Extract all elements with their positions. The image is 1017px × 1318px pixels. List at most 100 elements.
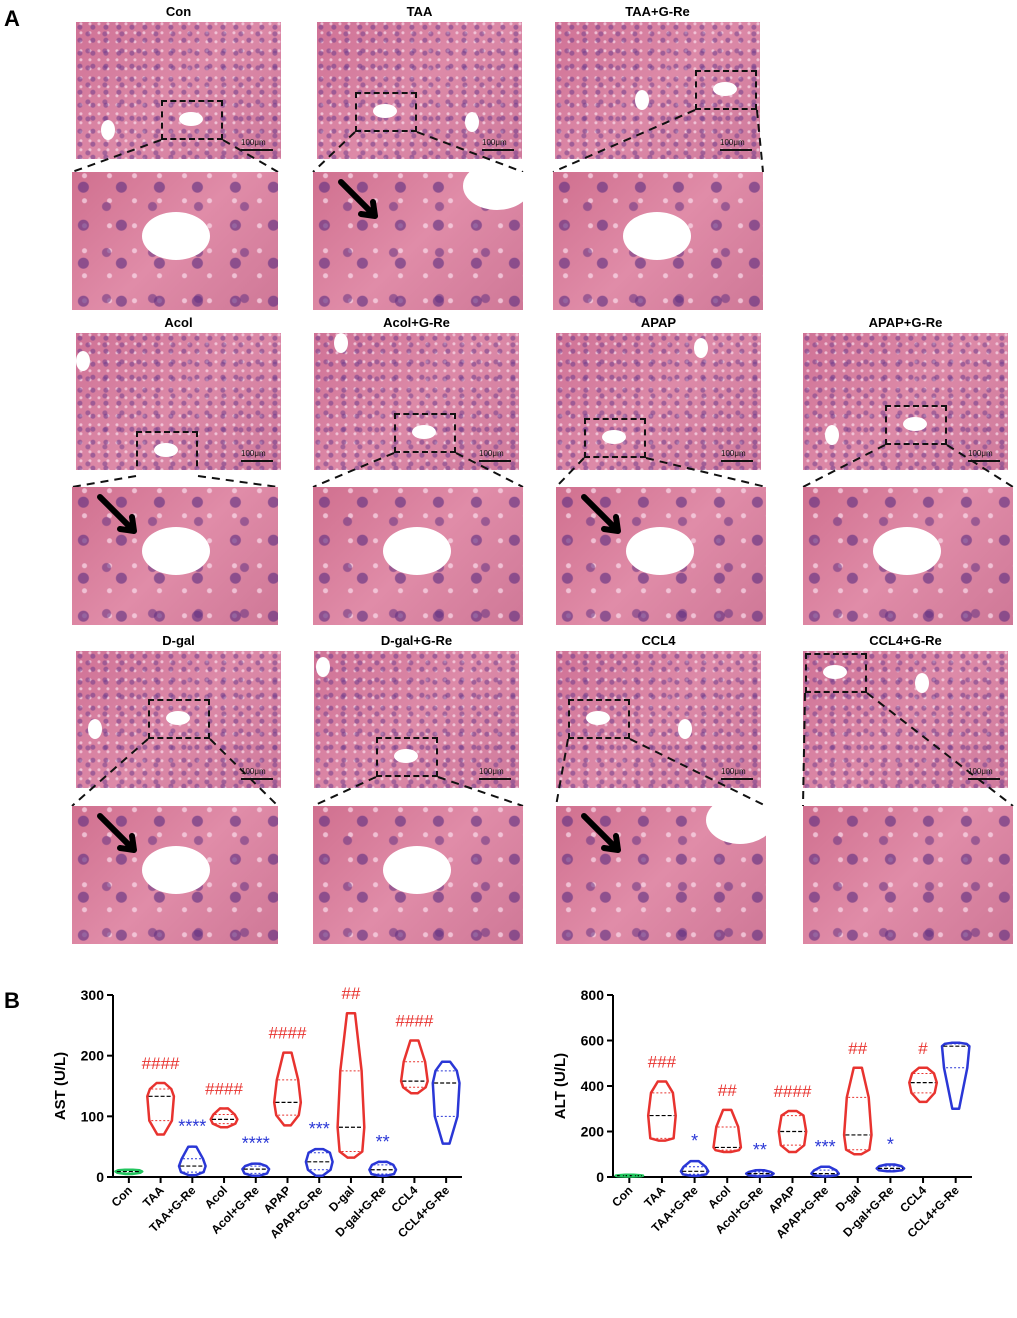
micrograph-title: CCL4 — [641, 633, 676, 648]
scale-bar-label: 100μm — [241, 138, 266, 147]
central-vein-zoomed — [706, 806, 766, 844]
micrograph-title: CCL4+G-Re — [869, 633, 942, 648]
significance-marker: **** — [178, 1117, 206, 1137]
arrow-icon — [338, 179, 378, 219]
violin-shape — [431, 1060, 461, 1145]
vessel — [678, 719, 692, 739]
y-tick-label: 0 — [96, 1169, 104, 1185]
micrograph-high-mag — [556, 806, 766, 944]
violin-shape — [744, 1168, 775, 1178]
x-tick-label: Acol — [705, 1183, 733, 1211]
significance-marker: ## — [718, 1081, 737, 1100]
micrograph-high-mag — [556, 487, 766, 625]
scale-bar — [968, 460, 1000, 462]
micrograph-high-mag — [553, 172, 763, 310]
violin-shape — [336, 1011, 366, 1159]
vessel — [334, 333, 348, 353]
violin-shape — [679, 1159, 710, 1178]
micrograph-title: APAP — [640, 315, 677, 330]
vessel — [694, 338, 708, 358]
zoom-region-box — [355, 92, 417, 132]
micrograph-low-mag: 100μm — [76, 333, 281, 470]
micrograph-low-mag: 100μm — [556, 333, 761, 470]
vessel — [465, 112, 479, 132]
scale-bar — [968, 778, 1000, 780]
significance-marker: ## — [341, 985, 360, 1003]
violin-shape — [177, 1145, 207, 1177]
zoom-region-box — [376, 737, 438, 777]
significance-marker: #### — [774, 1082, 812, 1101]
violin-shape — [908, 1066, 939, 1104]
central-vein-zoomed — [626, 527, 694, 575]
micrograph-low-mag: 100μm — [314, 651, 519, 788]
central-vein — [713, 82, 737, 96]
micrograph-title: TAA — [406, 4, 433, 19]
significance-marker: * — [691, 1131, 698, 1151]
significance-marker: #### — [395, 1012, 433, 1031]
scale-bar — [241, 460, 273, 462]
y-tick-label: 200 — [581, 1124, 605, 1140]
panel-b-label: B — [4, 988, 20, 1013]
micrograph-low-mag: 100μm — [314, 333, 519, 470]
micrograph-title: APAP+G-Re — [868, 315, 943, 330]
scale-bar-label: 100μm — [479, 767, 504, 776]
significance-marker: #### — [142, 1054, 180, 1073]
zoom-region-box — [148, 699, 210, 739]
central-vein — [412, 425, 436, 439]
micrograph-low-mag: 100μm — [76, 22, 281, 159]
x-tick-label: Con — [109, 1183, 135, 1209]
y-tick-label: 0 — [596, 1169, 604, 1185]
scale-bar — [479, 460, 511, 462]
central-vein — [586, 711, 610, 725]
violin-shape — [399, 1039, 429, 1095]
significance-marker: #### — [269, 1024, 307, 1043]
y-tick-label: 300 — [81, 987, 105, 1003]
violin-shape — [272, 1051, 303, 1127]
violin-shape — [114, 1168, 144, 1176]
zoom-region-box — [394, 413, 456, 453]
violin-shape — [875, 1163, 906, 1173]
violin-shape — [712, 1108, 743, 1154]
vessel — [915, 673, 929, 693]
scale-bar — [720, 149, 752, 151]
central-vein-zoomed — [383, 527, 451, 575]
central-vein-zoomed — [873, 527, 941, 575]
micrograph-low-mag: 100μm — [803, 333, 1008, 470]
micrograph-high-mag — [72, 806, 278, 944]
violin-shape — [810, 1165, 841, 1178]
zoom-region-box — [161, 100, 223, 140]
y-tick-label: 600 — [581, 1033, 605, 1049]
zoom-region-box — [136, 431, 198, 470]
arrow-icon — [581, 813, 621, 853]
central-vein-zoomed — [623, 212, 691, 260]
micrograph-high-mag — [803, 487, 1013, 625]
micrograph-high-mag — [803, 806, 1013, 944]
violin-shape — [842, 1066, 873, 1156]
violin-shape — [646, 1080, 677, 1142]
micrograph-low-mag: 100μm — [556, 651, 761, 788]
y-tick-label: 400 — [581, 1078, 605, 1094]
scale-bar-label: 100μm — [968, 767, 993, 776]
zoom-region-box — [584, 418, 646, 458]
zoom-region-box — [885, 405, 947, 445]
panel-a-label: A — [4, 6, 20, 31]
micrograph-high-mag — [313, 487, 523, 625]
scale-bar-label: 100μm — [721, 449, 746, 458]
significance-marker: *** — [309, 1119, 330, 1139]
micrograph-high-mag — [72, 487, 278, 625]
vessel — [825, 425, 839, 445]
violin-shape — [304, 1147, 334, 1178]
y-axis-label: ALT (U/L) — [552, 1053, 569, 1119]
central-vein-zoomed — [383, 846, 451, 894]
scale-bar-label: 100μm — [241, 767, 266, 776]
scale-bar — [241, 778, 273, 780]
vessel — [316, 657, 330, 677]
central-vein — [394, 749, 418, 763]
significance-marker: #### — [205, 1079, 243, 1098]
x-tick-label: TAA — [641, 1183, 668, 1210]
scale-bar — [721, 460, 753, 462]
micrograph-title: TAA+G-Re — [625, 4, 690, 19]
arrow-icon — [97, 813, 137, 853]
